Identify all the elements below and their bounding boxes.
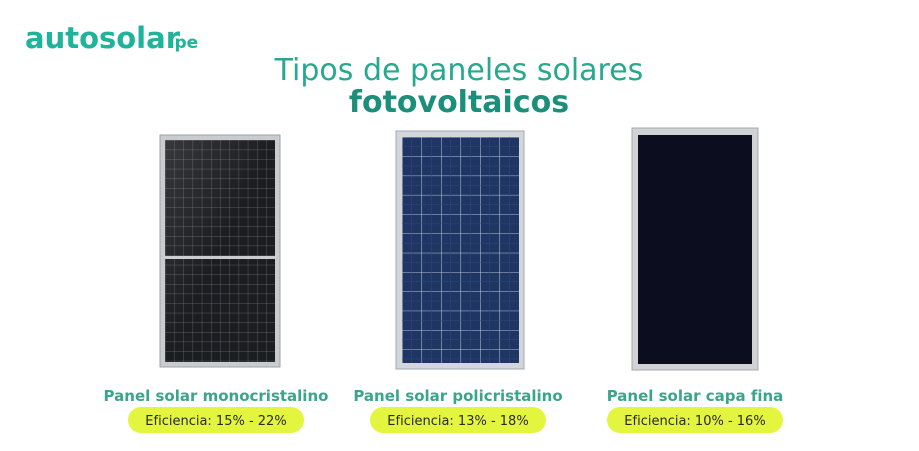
thin-film-panel bbox=[631, 127, 759, 371]
efficiency-label: Eficiencia: 10% - 16% bbox=[624, 414, 765, 429]
efficiency-pill bbox=[607, 407, 783, 433]
logo: autosolar bbox=[25, 21, 181, 55]
efficiency-label: Eficiencia: 15% - 22% bbox=[145, 414, 286, 429]
efficiency-pill bbox=[128, 407, 304, 433]
efficiency-label: Eficiencia: 13% - 18% bbox=[387, 414, 528, 429]
poly-panel bbox=[395, 130, 525, 370]
panel-name: Panel solar policristalino bbox=[353, 387, 562, 405]
panel-name: Panel solar capa fina bbox=[607, 387, 784, 405]
panel-labels: Panel solar monocristalino Eficiencia: 15… bbox=[104, 387, 784, 433]
efficiency-pill bbox=[370, 407, 546, 433]
panel-name: Panel solar monocristalino bbox=[104, 387, 329, 405]
title-line1: Tipos de paneles solares bbox=[274, 53, 644, 88]
logo-suffix: .pe bbox=[168, 33, 198, 53]
title-line2: fotovoltaicos bbox=[349, 85, 569, 120]
mono-panel bbox=[159, 134, 281, 368]
